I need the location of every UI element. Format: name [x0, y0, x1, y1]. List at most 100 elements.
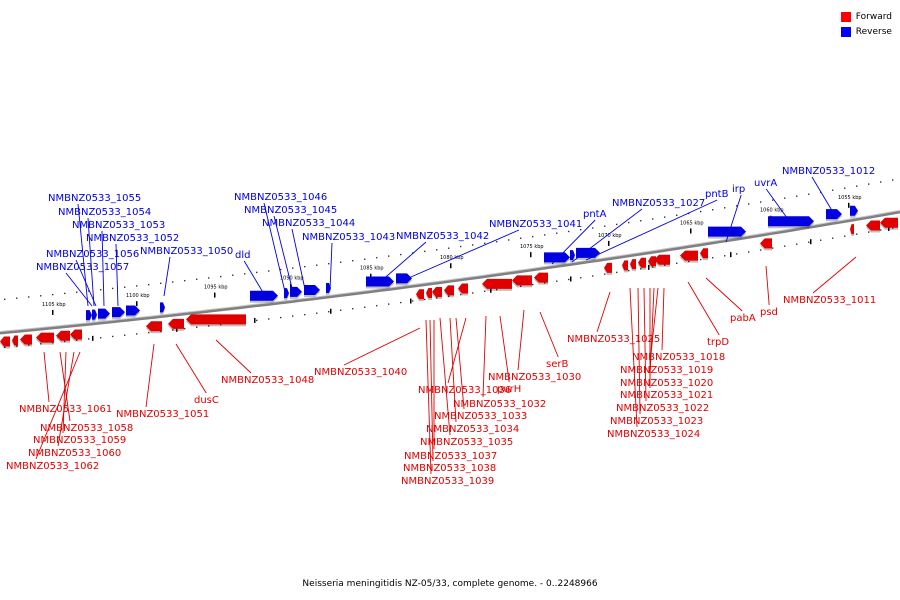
guide-dot — [544, 282, 546, 284]
guide-dot — [772, 199, 774, 201]
guide-dot — [460, 245, 462, 248]
guide-dot — [280, 316, 282, 319]
gene-label: serB — [546, 359, 568, 370]
forward-label-nmbnz0533-1035: NMBNZ0533_1035 — [420, 317, 513, 448]
forward-gene-18 — [604, 262, 612, 275]
reverse-gene-2-body — [92, 309, 97, 320]
guide-dot — [652, 218, 654, 220]
reverse-label-pntb: pntB — [585, 189, 729, 261]
scale-tick-label: 1095 kbp — [204, 285, 228, 291]
gene-label: dusC — [194, 395, 219, 406]
guide-dot — [448, 295, 450, 297]
reverse-gene-1-body — [86, 310, 92, 321]
scale-tick — [810, 239, 812, 245]
gene-label: NMBNZ0533_1056 — [46, 249, 139, 260]
guide-dot — [4, 298, 6, 301]
leader-line — [329, 242, 333, 291]
forward-gene-28-body — [866, 220, 880, 231]
guide-dot — [748, 251, 750, 253]
leader-line — [812, 256, 857, 294]
forward-gene-25-body — [700, 248, 708, 259]
reverse-gene-6-body — [160, 302, 165, 313]
leader-line — [596, 291, 611, 333]
gene-label: NMBNZ0533_1042 — [396, 231, 489, 242]
guide-dot — [856, 233, 858, 235]
guide-dot — [136, 285, 138, 287]
forward-gene-26-body — [760, 238, 772, 249]
reverse-gene-12 — [366, 276, 394, 289]
leader-line — [403, 229, 520, 281]
guide-dot — [592, 275, 594, 277]
reverse-label-nmbnz0533-1044: NMBNZ0533_1044 — [262, 218, 355, 295]
forward-label-nmbnz0533-1033: NMBNZ0533_1033 — [434, 317, 527, 422]
reverse-gene-15 — [570, 250, 575, 263]
gene-label: NMBNZ0533_1030 — [488, 372, 581, 383]
reverse-gene-20-body — [850, 205, 858, 216]
guide-dot — [316, 312, 318, 314]
forward-gene-15-body — [482, 278, 512, 289]
guide-dot — [88, 338, 90, 340]
scale-tick — [52, 309, 54, 315]
guide-dot — [808, 241, 810, 243]
leader-line — [291, 228, 307, 295]
leader-line — [811, 176, 835, 215]
guide-dot — [232, 274, 234, 276]
guide-dot — [796, 243, 798, 245]
forward-label-nmbnz0533-1034: NMBNZ0533_1034 — [426, 317, 519, 435]
guide-dot — [676, 214, 678, 217]
forward-gene-29 — [880, 217, 898, 230]
reverse-label-nmbnz0533-1056: NMBNZ0533_1056 — [46, 249, 139, 307]
scale-tick — [330, 308, 332, 314]
forward-gene-22-body — [648, 256, 656, 267]
scale-tick — [214, 292, 216, 298]
guide-dot — [580, 229, 582, 231]
leader-line — [343, 327, 421, 366]
forward-gene-14 — [458, 283, 468, 296]
guide-dot — [160, 330, 162, 333]
guide-dot — [28, 296, 30, 298]
forward-label-psd: psd — [760, 265, 778, 318]
reverse-gene-4-body — [112, 307, 125, 318]
forward-label-nmbnz0533-1061: NMBNZ0533_1061 — [19, 351, 112, 415]
guide-dot — [424, 250, 426, 253]
genome-caption: Neisseria meningitidis NZ-05/33, complet… — [302, 579, 598, 589]
guide-dot — [208, 277, 210, 279]
gene-label: NMBNZ0533_1050 — [140, 246, 233, 257]
gene-label: NMBNZ0533_1051 — [116, 409, 209, 420]
forward-gene-6 — [70, 329, 82, 342]
guide-dot — [136, 333, 138, 335]
forward-label-nmbnz0533-1038: NMBNZ0533_1038 — [403, 319, 496, 474]
guide-dot — [700, 258, 702, 261]
guide-dot — [328, 311, 330, 313]
forward-gene-24 — [680, 250, 698, 263]
gene-label: NMBNZ0533_1032 — [453, 399, 546, 410]
gene-label: NMBNZ0533_1022 — [616, 403, 709, 414]
gene-label: NMBNZ0533_1020 — [620, 378, 713, 389]
forward-label-nmbnz0533-1048: NMBNZ0533_1048 — [215, 339, 314, 386]
guide-dot — [196, 326, 198, 329]
scale-tick — [92, 335, 94, 341]
forward-gene-7-body — [146, 321, 162, 332]
guide-dot — [76, 339, 78, 341]
gene-label: NMBNZ0533_1019 — [620, 365, 713, 376]
leader-line — [263, 202, 287, 297]
leader-line — [585, 199, 718, 261]
reverse-gene-14-body — [544, 252, 570, 263]
scale-tick-label: 1090 kbp — [280, 276, 304, 282]
reverse-label-nmbnz0533-1027: NMBNZ0533_1027 — [571, 198, 705, 263]
leader-line — [77, 203, 89, 307]
reverse-swatch — [840, 26, 851, 37]
gene-label: NMBNZ0533_1053 — [72, 220, 165, 231]
guide-dot — [64, 292, 66, 295]
guide-dot — [304, 265, 306, 268]
leader-line — [35, 351, 81, 460]
leader-line — [661, 287, 665, 351]
guide-dot — [376, 256, 378, 259]
forward-gene-23 — [654, 254, 670, 267]
gene-label: NMBNZ0533_1060 — [28, 448, 121, 459]
forward-gene-19-body — [622, 260, 628, 271]
reverse-gene-16 — [576, 247, 600, 260]
guide-dot — [568, 230, 570, 233]
leader-line — [725, 194, 742, 243]
guide-dot — [520, 285, 522, 288]
